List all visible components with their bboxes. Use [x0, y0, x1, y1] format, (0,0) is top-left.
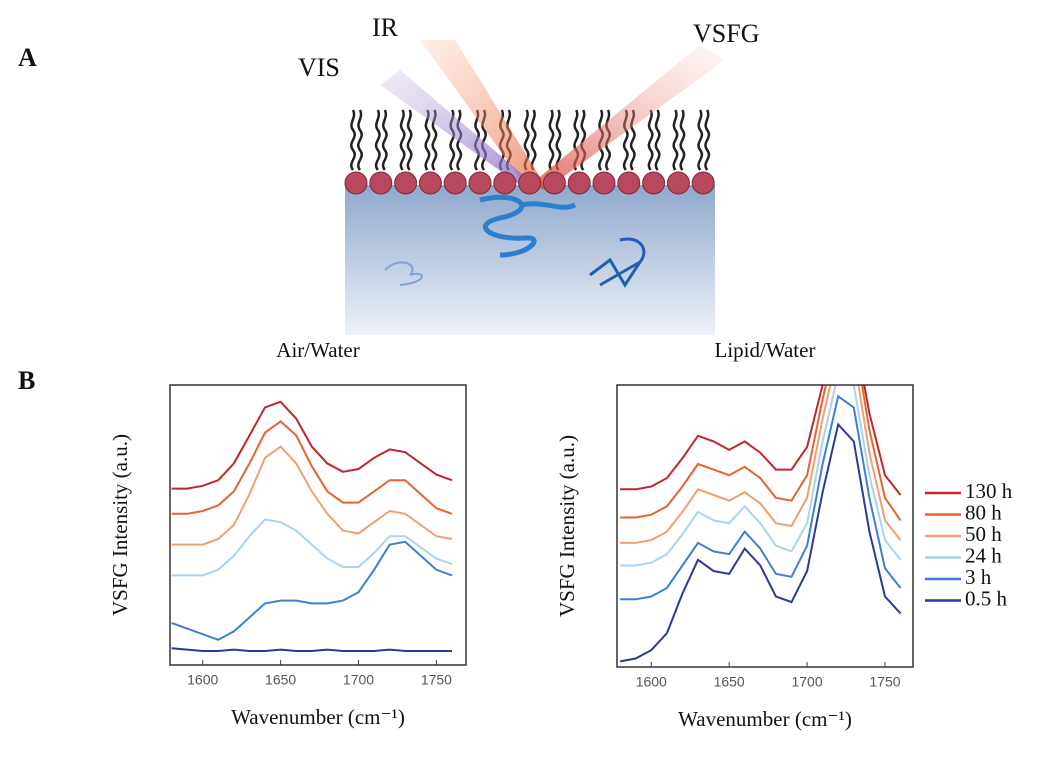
panel-label: B — [18, 366, 35, 395]
lipid-head — [468, 171, 492, 195]
plot-frame — [169, 384, 467, 666]
lipid-tail — [374, 109, 381, 171]
legend-label: 24 h — [965, 543, 1002, 567]
x-axis-label: Wavenumber (cm⁻¹) — [678, 707, 852, 731]
x-axis-label: Wavenumber (cm⁻¹) — [231, 705, 405, 729]
plot-area — [171, 400, 453, 652]
legend-label: 50 h — [965, 522, 1002, 546]
lipid-head — [493, 171, 517, 195]
y-axis-label: VSFG Intensity (a.u.) — [108, 434, 132, 616]
lipid-tail — [424, 109, 431, 171]
y-axis-label: VSFG Intensity (a.u.) — [555, 435, 579, 617]
protein — [589, 237, 646, 288]
x-tick-label: 1750 — [421, 672, 452, 688]
lipid-tail — [350, 109, 356, 171]
vis-beam — [380, 70, 535, 185]
series-line — [171, 540, 453, 641]
lipid-tail — [357, 109, 363, 171]
lipid-head — [418, 171, 442, 195]
lipid-tail — [672, 109, 679, 171]
series-line — [620, 394, 902, 601]
panel-label: A — [18, 43, 37, 72]
series-line — [171, 518, 453, 577]
lipid-head — [666, 171, 690, 195]
lipid-head — [691, 171, 715, 195]
x-tick-label: 1600 — [187, 672, 218, 688]
lipid-tail — [381, 109, 388, 171]
protein — [384, 261, 423, 286]
series-line — [620, 385, 902, 567]
ir-beam — [420, 40, 545, 185]
x-tick-label: 1600 — [636, 674, 667, 690]
lipid-tail — [679, 109, 686, 171]
water — [345, 185, 715, 335]
series-line — [619, 422, 902, 663]
lipid-head — [394, 171, 418, 195]
lipid-tail — [399, 109, 406, 171]
lipid-tail — [530, 109, 537, 171]
lipid-head — [369, 171, 393, 195]
plot-area — [619, 385, 902, 663]
diagram: A VIS IR VSFG B — [18, 13, 759, 395]
lipid-head — [642, 171, 666, 195]
lipid-tail — [548, 109, 555, 171]
lipid-tail — [654, 109, 661, 171]
x-tick-label: 1650 — [265, 672, 296, 688]
series-line — [171, 420, 453, 515]
beam-label: VIS — [298, 53, 340, 82]
lipid-head — [567, 171, 591, 195]
legend-label: 3 h — [965, 565, 992, 589]
series-line — [171, 647, 452, 652]
chart-title: Air/Water — [276, 338, 359, 362]
series-line — [620, 385, 902, 544]
protein — [479, 194, 577, 258]
legend-label: 80 h — [965, 500, 1002, 524]
lipid-head — [542, 171, 566, 195]
lipid-head — [518, 171, 542, 195]
x-tick-label: 1700 — [791, 674, 822, 690]
series-line — [171, 445, 453, 546]
lipid-tail — [697, 109, 704, 171]
vsfg-beam — [530, 45, 725, 190]
legend-label: 0.5 h — [965, 586, 1008, 610]
lipid-tail — [406, 109, 413, 171]
legend-label: 130 h — [965, 479, 1013, 503]
lipid-head — [617, 171, 641, 195]
lipid-head — [592, 171, 616, 195]
lipid-head — [443, 171, 467, 195]
beam-label: IR — [372, 13, 399, 42]
x-tick-label: 1750 — [869, 674, 900, 690]
x-tick-label: 1650 — [714, 674, 745, 690]
series-line — [620, 385, 902, 521]
series-line — [620, 385, 902, 496]
lipid-tail — [704, 109, 711, 171]
beam-label: VSFG — [693, 19, 759, 48]
lipid-tail — [647, 109, 654, 171]
x-tick-label: 1700 — [343, 672, 374, 688]
lipid-heads — [344, 171, 715, 195]
lipid-tail — [555, 109, 562, 171]
series-line — [171, 400, 453, 490]
plot-frame — [616, 384, 914, 668]
lipid-head — [344, 171, 368, 195]
chart-title: Lipid/Water — [715, 338, 816, 362]
